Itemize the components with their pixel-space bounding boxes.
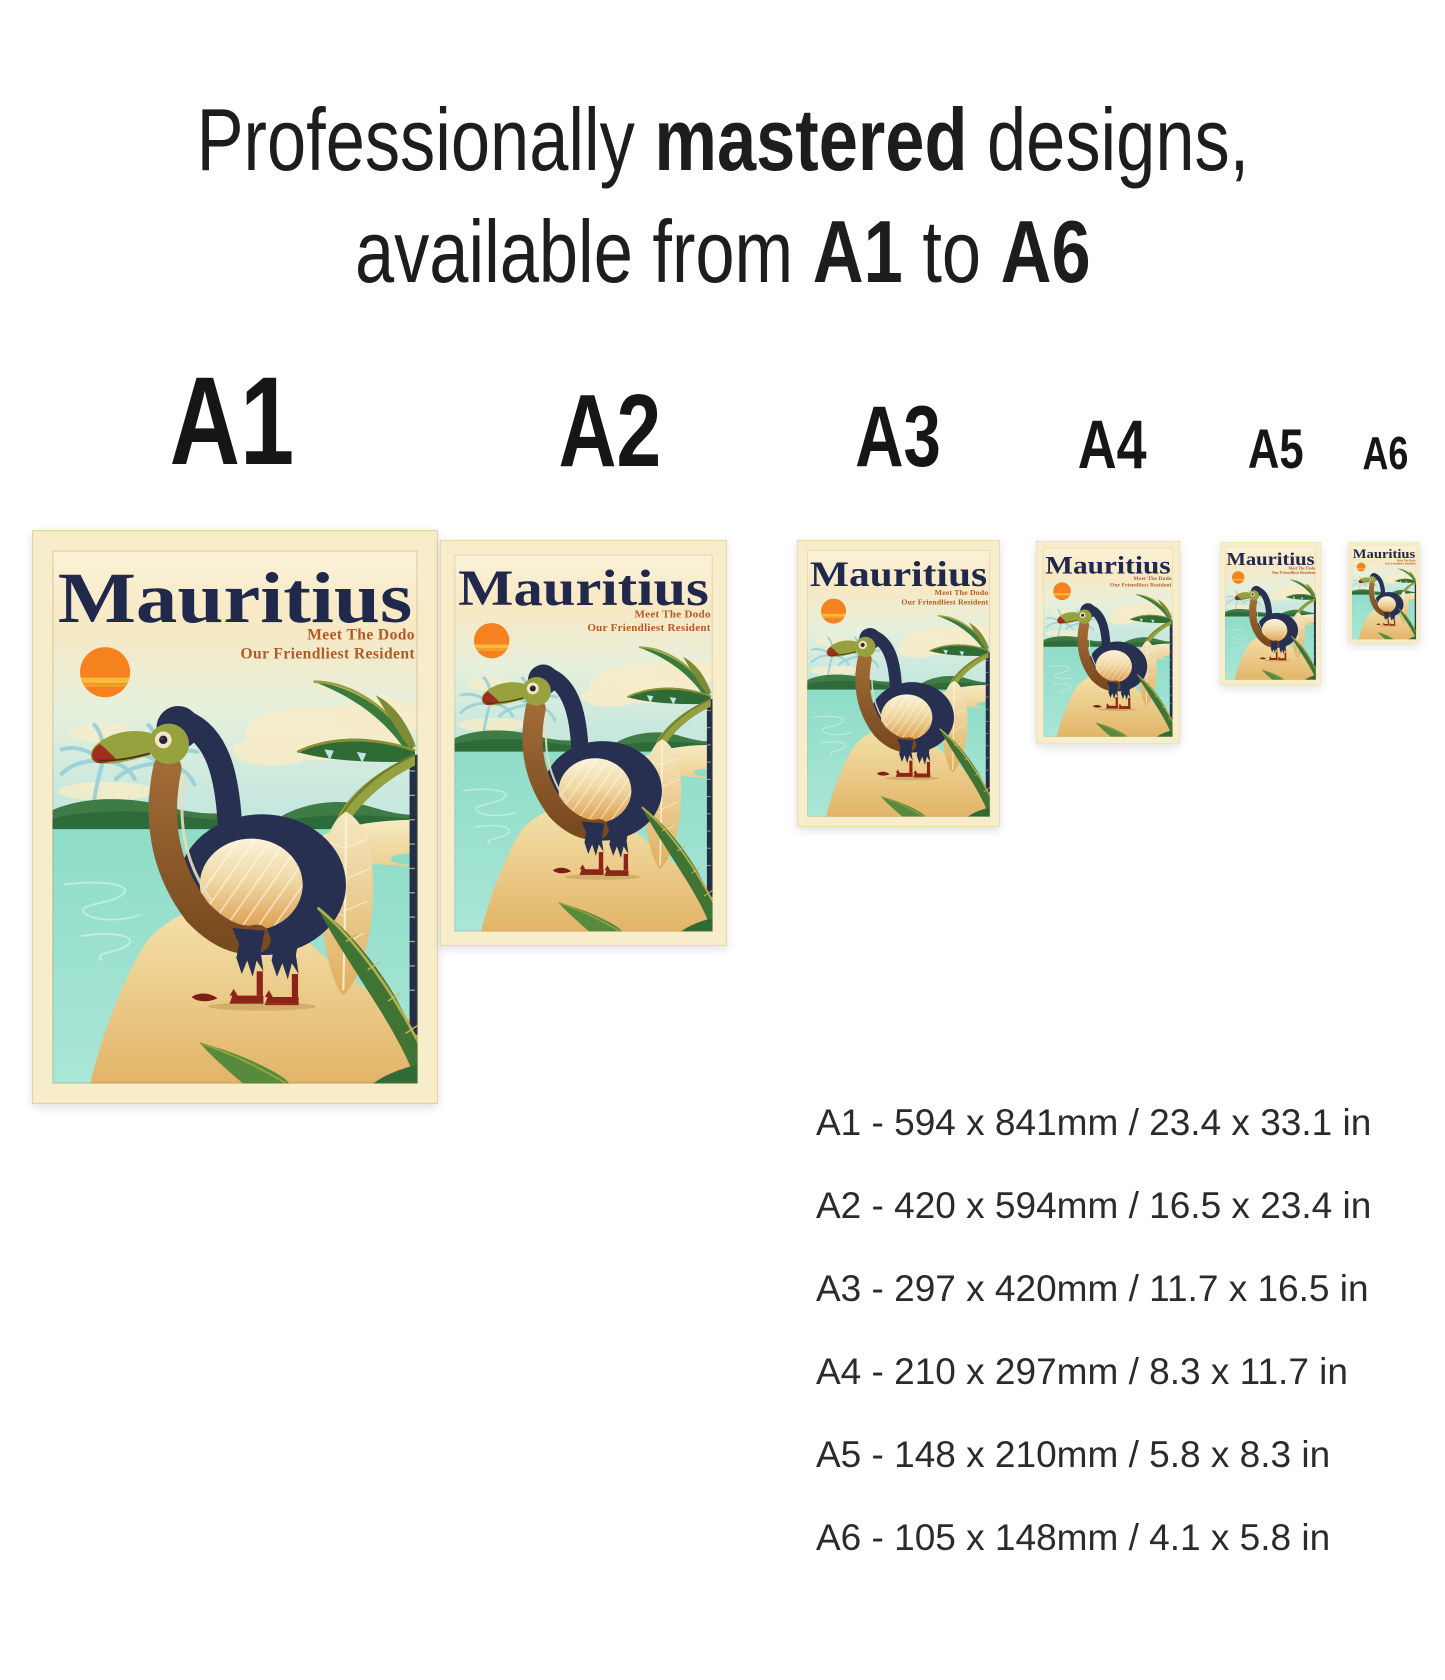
- heading-line-1: Professionally mastered designs,: [0, 84, 1445, 196]
- size-spec-a2: A2 - 420 x 594mm / 16.5 x 23.4 in: [816, 1185, 1372, 1226]
- poster-a4: [1036, 541, 1180, 744]
- size-label-a3: A3: [855, 389, 941, 485]
- heading-text: to: [902, 202, 1001, 301]
- size-spec-a4: A4 - 210 x 297mm / 8.3 x 11.7 in: [816, 1351, 1348, 1392]
- size-label-a6: A6: [1362, 427, 1408, 479]
- poster-a6: [1348, 542, 1420, 643]
- heading: Professionally mastered designs, availab…: [0, 84, 1445, 308]
- poster-a1: [32, 530, 438, 1104]
- heading-bold-mastered: mastered: [653, 90, 968, 189]
- heading-bold-a6: A6: [1000, 202, 1091, 301]
- heading-line-2: available from A1 to A6: [0, 196, 1445, 308]
- size-label-a4: A4: [1077, 406, 1147, 483]
- size-spec-a6: A6 - 105 x 148mm / 4.1 x 5.8 in: [816, 1517, 1331, 1558]
- size-label-a1: A1: [169, 352, 295, 491]
- size-spec-a1: A1 - 594 x 841mm / 23.4 x 33.1 in: [816, 1102, 1372, 1143]
- heading-bold-a1: A1: [812, 202, 903, 301]
- size-label-a2: A2: [558, 373, 662, 488]
- poster-a2: [440, 540, 727, 946]
- size-spec-a3: A3 - 297 x 420mm / 11.7 x 16.5 in: [816, 1268, 1369, 1309]
- size-spec-list: A1 - 594 x 841mm / 23.4 x 33.1 in A2 - 4…: [816, 1081, 1371, 1579]
- poster-a5: [1220, 542, 1321, 685]
- size-spec-a5: A5 - 148 x 210mm / 5.8 x 8.3 in: [816, 1434, 1331, 1475]
- heading-text: available from: [354, 202, 813, 301]
- heading-text: Professionally: [196, 90, 654, 189]
- heading-text: designs,: [967, 90, 1249, 189]
- poster-a3: [797, 540, 1000, 827]
- size-label-a5: A5: [1248, 417, 1304, 480]
